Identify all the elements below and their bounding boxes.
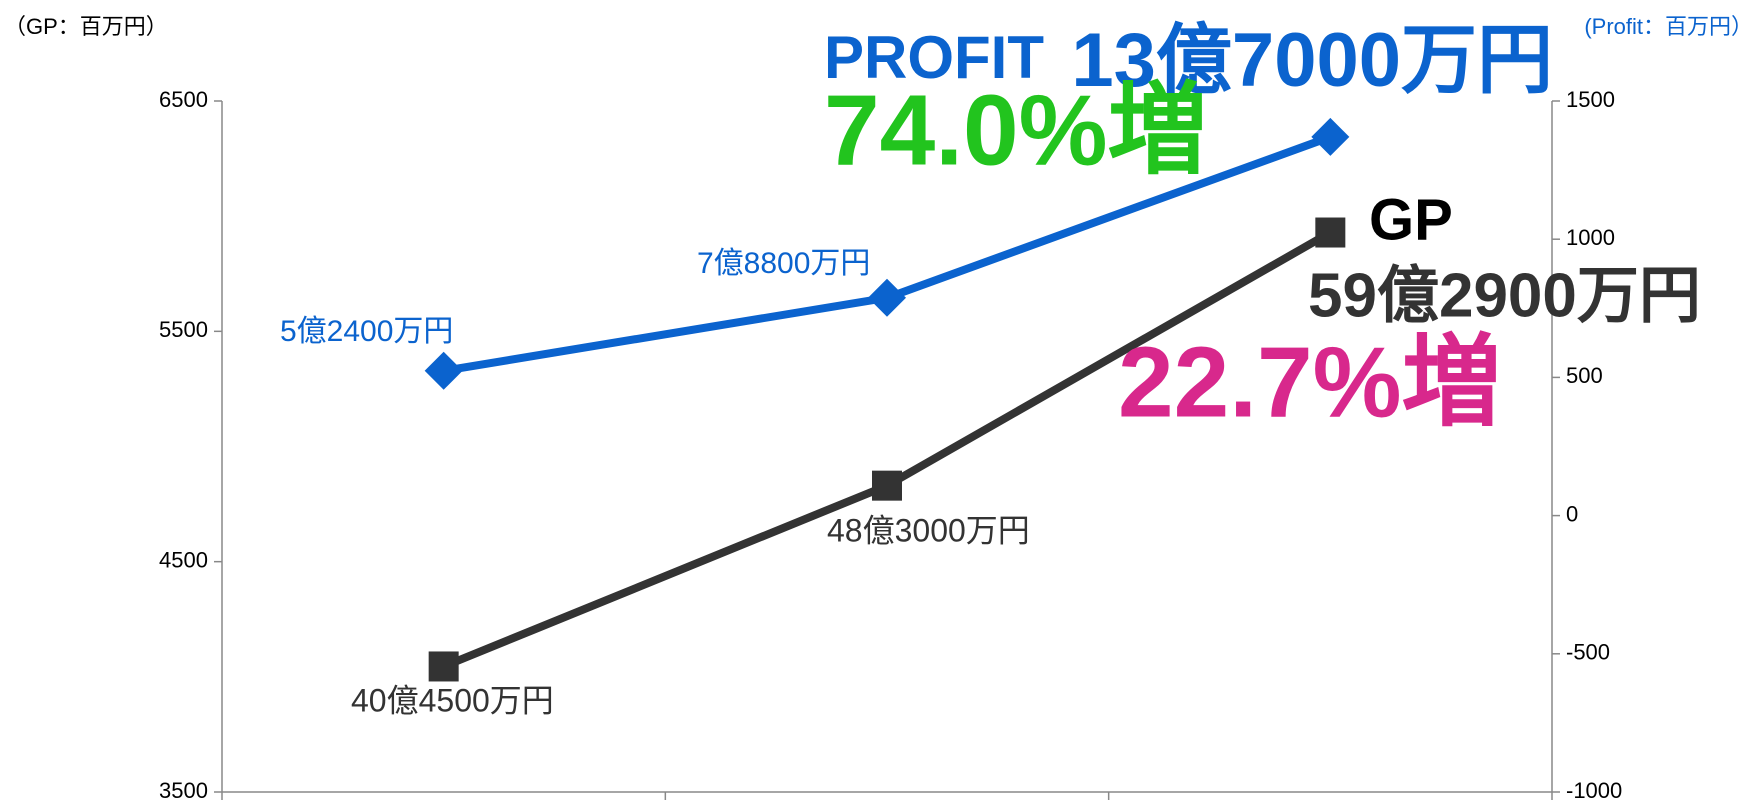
y-tick-label: 5500 <box>159 317 208 342</box>
y2-tick-label: -1000 <box>1566 778 1622 803</box>
data-label: 48億3000万円 <box>827 512 1030 548</box>
y2-tick-label: -500 <box>1566 640 1610 665</box>
data-label: 13億7000万円 <box>1071 18 1553 103</box>
annotation: 22.7%増 <box>1118 326 1502 438</box>
data-label: 7億8800万円 <box>697 247 870 280</box>
data-label: 5億2400万円 <box>280 315 453 348</box>
series-name: GP <box>1369 187 1453 252</box>
y-tick-label: 4500 <box>159 547 208 572</box>
marker <box>1315 217 1346 248</box>
series-name: PROFIT <box>824 24 1044 91</box>
marker <box>868 278 906 317</box>
annotation: 74.0%増 <box>824 74 1208 186</box>
y2-tick-label: 0 <box>1566 501 1578 526</box>
data-label: 59億2900万円 <box>1308 261 1701 330</box>
y2-axis-title: (Profit：百万円） <box>1584 14 1753 39</box>
y-tick-label: 6500 <box>159 87 208 112</box>
marker <box>424 351 463 390</box>
y2-tick-label: 500 <box>1566 363 1603 388</box>
marker <box>1311 117 1350 156</box>
marker <box>428 651 459 682</box>
y-tick-label: 3500 <box>159 778 208 803</box>
marker <box>872 470 902 501</box>
y2-tick-label: 1000 <box>1566 225 1615 250</box>
y2-tick-label: 1500 <box>1566 87 1615 112</box>
data-label: 40億4500万円 <box>351 682 554 718</box>
y-axis-title: （GP：百万円） <box>4 14 168 39</box>
